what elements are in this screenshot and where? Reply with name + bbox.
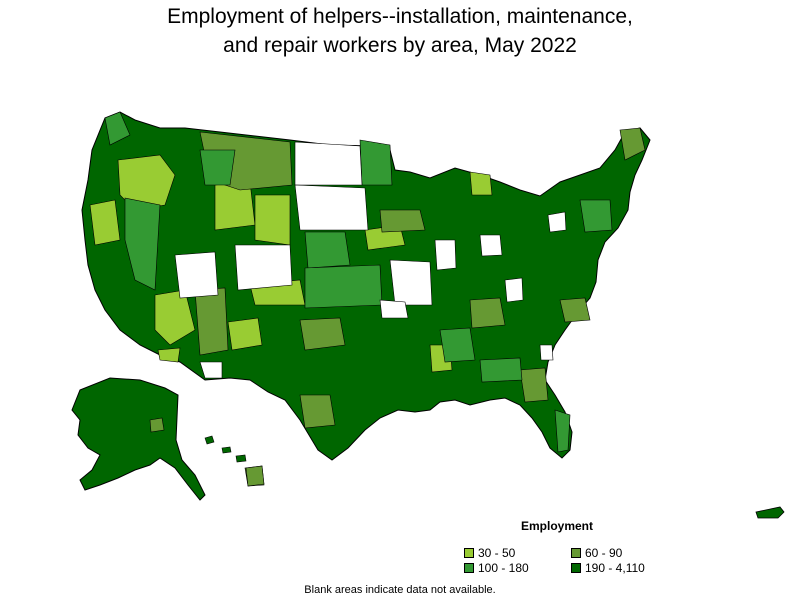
- region-100-180: [104, 111, 613, 453]
- legend-swatch-30-50: [464, 548, 474, 558]
- hawaii: [204, 435, 265, 487]
- map-title-line2: and repair workers by area, May 2022: [223, 34, 577, 57]
- legend-swatch-100-180: [464, 563, 474, 573]
- legend-label-30-50: 30 - 50: [478, 546, 516, 560]
- puerto-rico: [755, 506, 785, 519]
- legend-label-100-180: 100 - 180: [478, 561, 529, 575]
- legend-label-190-4110: 190 - 4,110: [585, 561, 645, 575]
- map-title: Employment of helpers--installation, mai…: [0, 2, 800, 60]
- legend-item-190-4110: 190 - 4,110: [571, 562, 645, 574]
- legend-item-60-90: 60 - 90: [571, 547, 622, 559]
- legend-title: Employment: [521, 519, 594, 533]
- legend-swatch-60-90: [571, 548, 581, 558]
- map-title-line1: Employment of helpers--installation, mai…: [167, 5, 633, 28]
- alaska-region: [149, 417, 165, 433]
- legend-label-60-90: 60 - 90: [585, 546, 623, 560]
- legend-item-30-50: 30 - 50: [464, 547, 515, 559]
- blank-areas-note: Blank areas indicate data not available.: [304, 584, 496, 596]
- legend-swatch-190-4110: [571, 563, 581, 573]
- alaska: [71, 377, 206, 501]
- region-no-data: [174, 141, 567, 379]
- legend-item-100-180: 100 - 180: [464, 562, 529, 574]
